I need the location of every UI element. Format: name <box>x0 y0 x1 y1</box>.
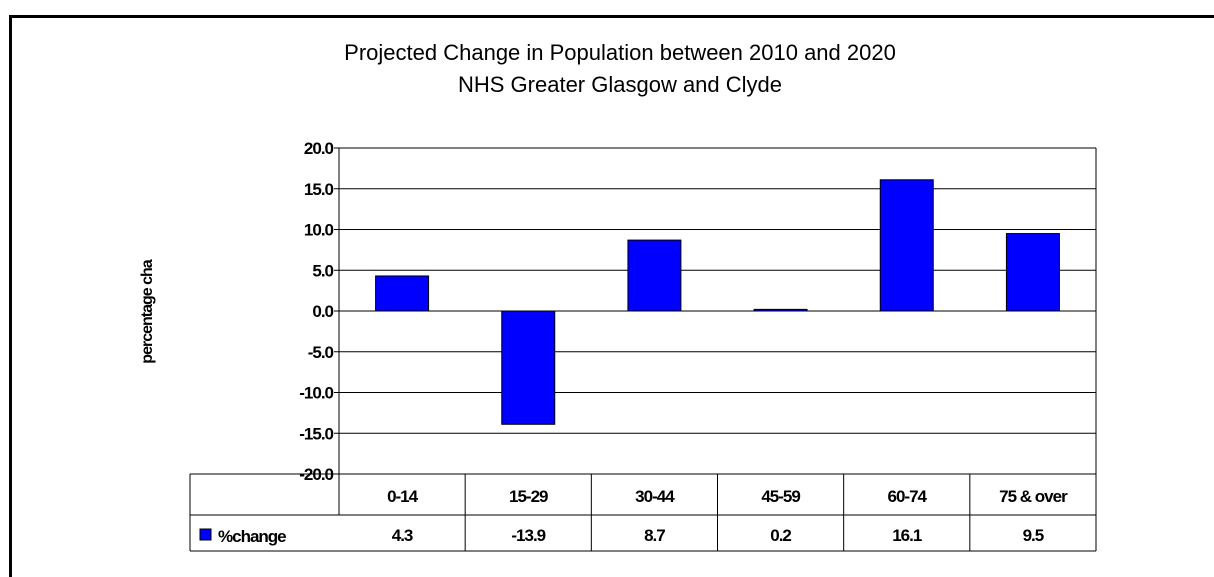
x-tick-label: 60-74 <box>888 487 928 506</box>
y-tick-label: -15.0 <box>299 424 333 443</box>
x-tick-label: 45-59 <box>761 487 800 506</box>
y-tick-label: 0.0 <box>312 302 333 321</box>
bar <box>375 275 430 312</box>
x-tick-label: 75 & over <box>999 487 1068 506</box>
data-table-value: 4.3 <box>392 526 413 545</box>
chart-title: Projected Change in Population between 2… <box>344 40 896 65</box>
bar <box>753 308 808 312</box>
chart-area-frame <box>9 15 1214 577</box>
x-tick-label: 15-29 <box>509 487 548 506</box>
data-table-value: 16.1 <box>892 526 922 545</box>
y-tick-label: -10.0 <box>299 384 333 403</box>
y-tick-label: 10.0 <box>304 221 334 240</box>
y-tick-label: 15.0 <box>304 180 334 199</box>
bar <box>627 239 682 312</box>
bar <box>501 310 556 425</box>
x-tick-label: 0-14 <box>387 487 419 506</box>
plot-area: 20.015.010.05.00.0-5.0-10.0-15.0-20.00-1… <box>189 139 1097 552</box>
chart-subtitle: NHS Greater Glasgow and Clyde <box>458 72 782 97</box>
bar <box>1005 233 1060 312</box>
data-table-value: 0.2 <box>770 526 791 545</box>
y-tick-label: -5.0 <box>308 343 334 362</box>
legend-label: %change <box>218 527 286 546</box>
y-axis-label: percentage cha <box>139 259 156 363</box>
legend-swatch <box>199 528 212 541</box>
data-table-value: -13.9 <box>511 526 545 545</box>
y-tick-label: 20.0 <box>304 139 334 158</box>
y-tick-label: 5.0 <box>312 261 333 280</box>
data-table-value: 9.5 <box>1023 526 1044 545</box>
data-table-value: 8.7 <box>644 526 665 545</box>
x-tick-label: 30-44 <box>635 487 675 506</box>
bar <box>879 179 934 312</box>
